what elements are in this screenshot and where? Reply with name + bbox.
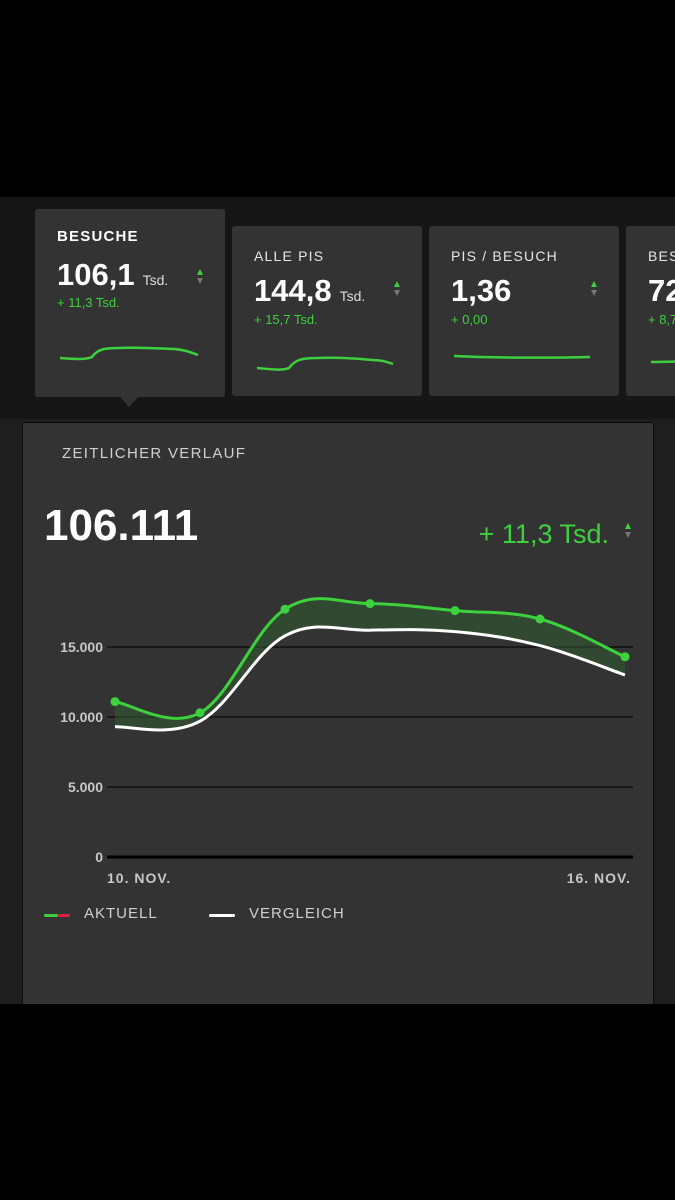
x-tick-label: 10. NOV. — [107, 870, 171, 886]
data-point-aktuell — [535, 614, 545, 624]
trend-arrows-icon — [591, 281, 599, 296]
legend-swatch-current — [44, 914, 58, 917]
kpi-value: 144,8 Tsd. — [254, 273, 366, 308]
x-tick-label: 16. NOV. — [567, 870, 631, 886]
detail-value: 106.111 — [44, 501, 199, 550]
trend-arrows-icon — [625, 523, 633, 538]
line-chart: 0 5.000 10.000 15.000 10. NOV. 16. NOV. — [60, 597, 633, 886]
series-line-vergleich — [114, 625, 626, 732]
kpi-delta: + 11,3 Tsd. — [57, 295, 120, 310]
kpi-title: BESUCHE — [57, 228, 139, 245]
difference-area — [115, 598, 625, 730]
data-point-aktuell — [620, 652, 630, 662]
data-point-aktuell — [450, 606, 460, 616]
data-point-aktuell — [365, 599, 375, 609]
detail-title: ZEITLICHER VERLAUF — [62, 445, 247, 462]
y-tick-label: 0 — [95, 849, 103, 865]
kpi-delta: + 0,00 — [451, 312, 488, 327]
sparkline — [454, 354, 591, 359]
app-area: BESUCHE 106,1 Tsd. + 11,3 Tsd. ALLE PIS 1… — [0, 197, 675, 1004]
legend-swatch-comparison — [209, 914, 235, 917]
sparkline — [257, 356, 394, 371]
kpi-value: 1,36 — [451, 273, 512, 308]
trend-arrows-icon — [394, 281, 402, 296]
detail-panel: ZEITLICHER VERLAUF 106.111 + 11,3 Tsd. 0… — [22, 422, 654, 1004]
kpi-delta: + 15,7 Tsd. — [254, 312, 318, 327]
legend-swatch-marker — [58, 914, 70, 917]
kpi-title: ALLE PIS — [254, 248, 325, 264]
kpi-title: BES — [648, 248, 675, 264]
kpi-card-pis-besuch[interactable]: PIS / BESUCH 1,36 + 0,00 — [429, 226, 619, 396]
trend-arrows-icon — [197, 269, 205, 284]
legend-label-current: AKTUELL — [84, 905, 158, 922]
data-point-aktuell — [280, 604, 290, 614]
y-tick-label: 10.000 — [60, 709, 103, 725]
kpi-strip: BESUCHE 106,1 Tsd. + 11,3 Tsd. ALLE PIS 1… — [0, 197, 675, 419]
y-tick-label: 5.000 — [68, 779, 103, 795]
sparkline — [60, 346, 199, 361]
detail-delta: + 11,3 Tsd. — [478, 519, 609, 549]
kpi-value: 106,1 Tsd. — [57, 257, 169, 292]
page-indicator — [289, 999, 393, 1004]
active-card-pointer — [120, 397, 138, 407]
sparkline — [651, 360, 675, 364]
data-point-aktuell — [110, 697, 120, 707]
kpi-card-alle-pis[interactable]: ALLE PIS 144,8 Tsd. + 15,7 Tsd. — [232, 226, 422, 396]
legend-label-comparison: VERGLEICH — [249, 905, 345, 922]
data-point-aktuell — [195, 708, 205, 718]
kpi-delta: + 8,7 — [648, 312, 675, 327]
kpi-unit: Tsd. — [142, 272, 169, 288]
kpi-unit: Tsd. — [339, 288, 366, 304]
kpi-title: PIS / BESUCH — [451, 248, 558, 264]
kpi-card-partial[interactable]: BES 72 + 8,7 — [626, 226, 675, 396]
y-tick-label: 15.000 — [60, 639, 103, 655]
kpi-value: 72 — [648, 273, 675, 308]
kpi-card-besuche[interactable]: BESUCHE 106,1 Tsd. + 11,3 Tsd. — [35, 209, 225, 397]
